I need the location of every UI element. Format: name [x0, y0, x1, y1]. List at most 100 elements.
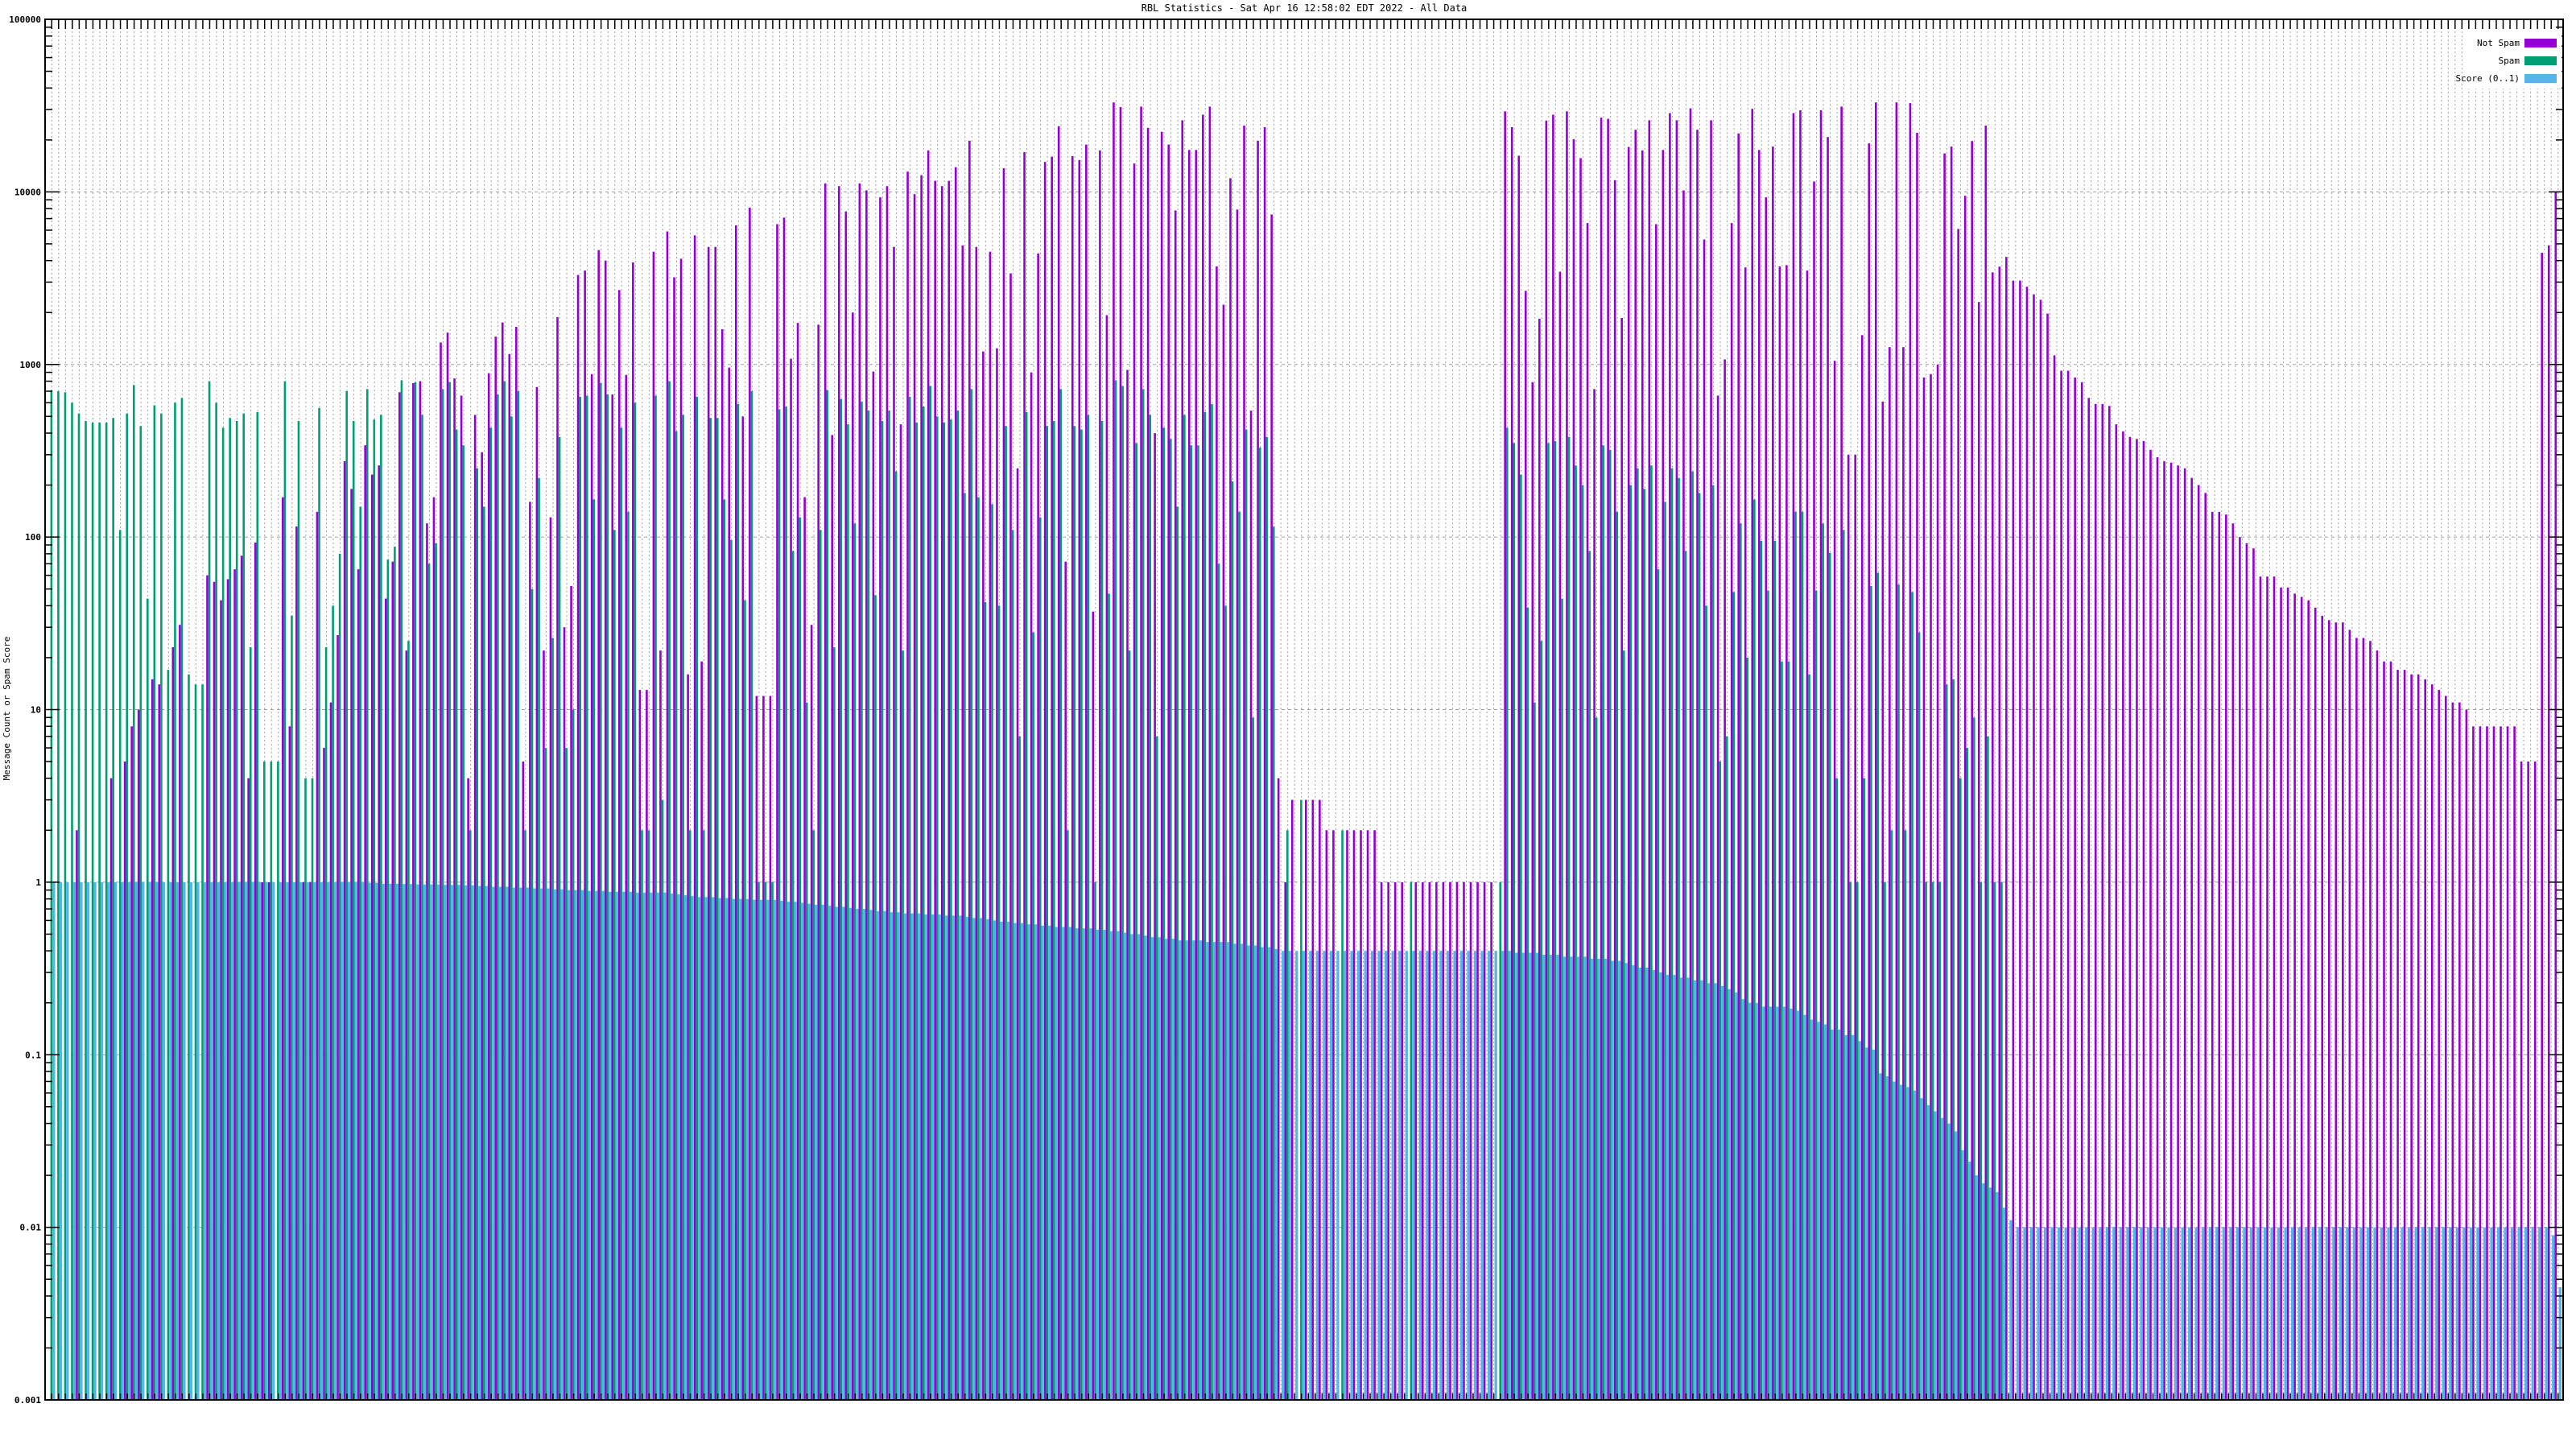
bar-spam [1073, 426, 1076, 1401]
bar-spam [373, 419, 376, 1400]
chart-title: RBL Statistics - Sat Apr 16 12:58:02 EDT… [1141, 2, 1468, 14]
bar-not-spam [803, 497, 806, 1401]
bar-score [1288, 951, 1291, 1400]
bar-score [574, 890, 577, 1400]
bar-not-spam [1455, 881, 1459, 1400]
bar-not-spam [2479, 726, 2482, 1400]
bar-not-spam [700, 661, 703, 1400]
bar-not-spam [673, 277, 675, 1400]
bar-not-spam [1607, 118, 1609, 1401]
bar-score [1906, 1087, 1909, 1400]
bar-spam [1918, 632, 1921, 1400]
bar-not-spam [679, 258, 683, 1400]
bar-score [1144, 935, 1147, 1400]
bar-spam [1945, 684, 1948, 1400]
bar-not-spam [2410, 674, 2413, 1400]
bar-score [986, 919, 989, 1400]
bar-spam [1341, 830, 1344, 1400]
bar-score [2435, 1227, 2438, 1400]
bar-score [1926, 1104, 1930, 1400]
bar-score [2387, 1227, 2390, 1400]
bar-score [148, 881, 151, 1400]
bar-spam [1602, 445, 1604, 1401]
bar-not-spam [1613, 180, 1616, 1400]
bar-spam [1808, 674, 1810, 1400]
bar-not-spam [1023, 152, 1026, 1400]
bar-score [409, 884, 413, 1400]
bar-score [683, 895, 687, 1400]
bar-score [848, 907, 852, 1400]
bar-not-spam [1476, 881, 1479, 1400]
bar-spam [675, 431, 678, 1400]
bar-spam [1767, 590, 1769, 1400]
bar-not-spam [247, 778, 250, 1400]
bar-spam [1108, 593, 1110, 1400]
bar-score [210, 881, 213, 1400]
bar-not-spam [563, 627, 566, 1400]
bar-score [1212, 942, 1216, 1400]
bar-score [1391, 951, 1394, 1400]
bar-not-spam [2060, 370, 2062, 1400]
bar-score [979, 918, 983, 1400]
bar-score [972, 918, 976, 1400]
bar-spam [1211, 403, 1213, 1400]
y-tick-label: 0.1 [25, 1050, 41, 1060]
bar-not-spam [2005, 257, 2008, 1401]
bar-score [1082, 928, 1086, 1400]
bar-score [1487, 951, 1491, 1400]
bar-score [691, 896, 694, 1400]
bar-not-spam [2500, 726, 2502, 1400]
bar-spam [386, 559, 390, 1401]
bar-not-spam [467, 778, 469, 1400]
bar-not-spam [179, 625, 181, 1400]
bar-spam [1911, 592, 1913, 1400]
bar-score [2249, 1227, 2253, 1400]
bar-score [753, 899, 756, 1400]
bar-score [354, 881, 357, 1400]
bar-score [1893, 1081, 1896, 1400]
bar-spam [188, 674, 190, 1400]
bar-score [1728, 989, 1731, 1400]
y-tick-label: 100000 [9, 14, 41, 25]
bar-not-spam [2136, 439, 2138, 1400]
bar-score [862, 909, 866, 1400]
bar-score [1790, 1009, 1793, 1400]
bar-spam [929, 386, 932, 1400]
bar-score [1405, 951, 1408, 1400]
bar-not-spam [1751, 109, 1754, 1401]
bar-not-spam [2307, 600, 2310, 1400]
bar-score [1968, 1162, 1971, 1400]
bar-score [2235, 1227, 2240, 1400]
bar-spam [606, 394, 609, 1400]
bar-score [2167, 1227, 2170, 1400]
bar-not-spam [735, 225, 737, 1400]
bar-spam [270, 762, 273, 1400]
bar-score [196, 881, 200, 1400]
bar-score [1769, 1006, 1773, 1400]
bar-not-spam [2039, 299, 2042, 1400]
bar-spam [1698, 493, 1701, 1400]
bar-not-spam [1572, 138, 1575, 1400]
bar-spam [1575, 465, 1577, 1401]
bar-not-spam [1579, 158, 1582, 1400]
bar-not-spam [76, 830, 78, 1400]
bar-spam [1670, 468, 1674, 1400]
bar-spam [1835, 778, 1839, 1400]
bar-not-spam [1043, 162, 1046, 1401]
bar-score [1432, 951, 1436, 1400]
bar-spam [1993, 881, 1996, 1400]
bar-score [856, 909, 859, 1400]
bar-score [450, 885, 454, 1400]
bar-not-spam [1140, 106, 1142, 1400]
bar-not-spam [1469, 881, 1472, 1400]
bar-not-spam [535, 386, 539, 1400]
bar-spam [64, 392, 67, 1400]
bar-spam [1863, 778, 1866, 1400]
bar-not-spam [1950, 147, 1953, 1401]
bar-not-spam [632, 262, 634, 1400]
bar-not-spam [2492, 726, 2496, 1400]
bar-spam [1135, 443, 1137, 1400]
bar-not-spam [1442, 881, 1445, 1400]
bar-score [609, 891, 612, 1400]
bar-not-spam [130, 726, 133, 1400]
